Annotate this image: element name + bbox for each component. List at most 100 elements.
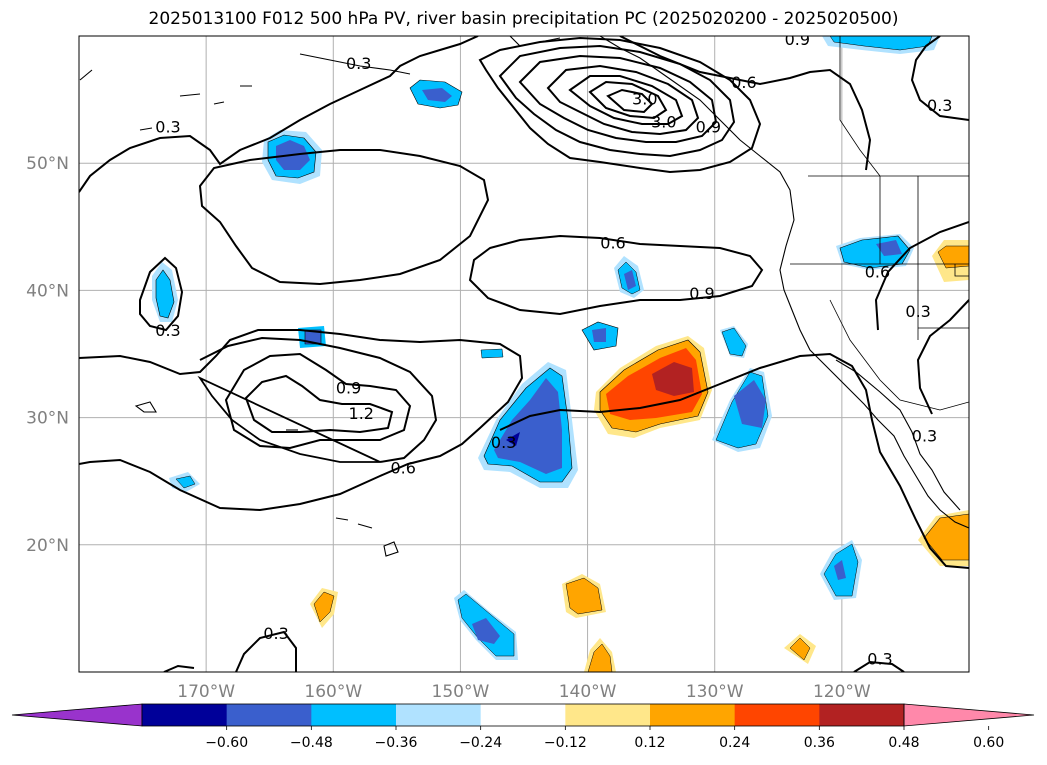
pv-contour-0.3 [853, 660, 905, 672]
lon-tick-label: 170°W [177, 682, 235, 702]
colorbar-segment [226, 704, 312, 726]
border-line [954, 264, 969, 277]
contour-label: 0.3 [912, 427, 937, 446]
lat-tick-label: 30°N [26, 409, 69, 429]
pv-contour-0.3 [79, 329, 524, 512]
colorbar-extend-high [903, 703, 1035, 727]
colorbar-segment [819, 704, 905, 726]
pv-contour-0.9 [478, 36, 762, 174]
precip-blob [313, 591, 335, 623]
precip-blob [472, 618, 500, 644]
pv-contour-0.3 [163, 664, 195, 672]
lat-tick-label: 40°N [26, 281, 69, 301]
lat-tick-label: 20°N [26, 536, 69, 556]
colorbar-tick-label: −0.48 [290, 735, 333, 751]
colorbar-segment [734, 704, 820, 726]
contour-label: 0.3 [905, 302, 930, 321]
pv-contour-1.5 [498, 44, 736, 158]
colorbar-segment [311, 704, 397, 726]
colorbar-extend-low [11, 703, 143, 727]
contour-label: 0.3 [155, 321, 180, 340]
pv-contour-1.2 [244, 374, 394, 434]
pv-contour-2.4 [568, 75, 684, 125]
precip-blob [565, 577, 603, 615]
pv-contour-2.7 [588, 80, 668, 120]
colorbar-segment [396, 704, 482, 726]
precip-anomaly-shading [152, 36, 969, 672]
pv-contour-0.3 [499, 352, 969, 569]
map-panel: 0.3 0.3 0.3 0.3 0.3 0.3 0.3 0.3 0.3 0.6 0.9 1.2 0.6 0… [78, 30, 970, 673]
contour-label: 0.6 [865, 263, 890, 282]
latitude-labels: 50°N 40°N 30°N 20°N [26, 154, 69, 556]
contour-label: 0.9 [689, 284, 714, 303]
precip-blob [789, 637, 811, 661]
pv-contour-0.6 [468, 234, 764, 316]
precip-blob [652, 362, 694, 396]
contour-label: 1.2 [349, 404, 374, 423]
colorbar-segment [650, 704, 736, 726]
contour-label: 0.9 [696, 118, 721, 137]
colorbar: −0.60 −0.48 −0.36 −0.24 −0.12 0.12 0.24 0.36 0.4… [11, 703, 1035, 751]
longitude-labels: 170°W 160°W 150°W 140°W 130°W 120°W [177, 682, 871, 702]
colorbar-segment [480, 704, 566, 726]
pv-contour-2.1 [546, 64, 700, 136]
precip-blob [937, 245, 969, 269]
coastline [79, 69, 93, 81]
precip-blob [480, 348, 504, 359]
lon-tick-label: 150°W [432, 682, 490, 702]
lon-tick-label: 130°W [686, 682, 744, 702]
colorbar-tick-label: −0.60 [205, 735, 248, 751]
pv-contour-0.3 [916, 299, 969, 415]
colorbar-tick-label: 0.24 [719, 735, 750, 751]
border-line [829, 299, 969, 411]
contour-label: 0.6 [390, 458, 415, 477]
coastline [383, 541, 399, 557]
precip-blob [624, 270, 636, 290]
precip-blob [506, 432, 520, 446]
coastline [139, 85, 252, 131]
pv-contour-0.9 [224, 352, 412, 450]
pv-contour-0.6 [619, 36, 872, 171]
coastline [335, 517, 373, 529]
colorbar-tick-label: 0.12 [634, 735, 665, 751]
precip-blob [494, 378, 562, 474]
pv-contour-0.6 [197, 375, 381, 463]
contour-label: 0.3 [867, 649, 892, 668]
lon-tick-label: 160°W [304, 682, 362, 702]
lon-tick-label: 120°W [813, 682, 871, 702]
precip-blob [422, 88, 452, 102]
contour-label: 0.3 [263, 624, 288, 643]
pv-contour-0.6 [199, 336, 438, 463]
contour-label: 0.3 [927, 96, 952, 115]
colorbar-tick-label: 0.48 [888, 735, 919, 751]
pv-contours [79, 36, 969, 672]
precip-blob [834, 560, 846, 580]
lon-tick-label: 140°W [559, 682, 617, 702]
coastlines [79, 36, 969, 557]
lat-tick-label: 50°N [26, 154, 69, 174]
coastline [835, 359, 961, 511]
colorbar-tick-label: 0.36 [804, 735, 835, 751]
precip-blob [587, 643, 613, 672]
colorbar-segment [565, 704, 651, 726]
contour-label: 0.9 [336, 378, 361, 397]
pv-contour-0.3 [139, 256, 184, 332]
precip-blob [734, 380, 766, 428]
pv-contour-0.3 [79, 36, 479, 193]
pv-contour-0.3 [910, 36, 969, 121]
coastline [134, 401, 157, 413]
colorbar-tick-label: −0.36 [375, 735, 418, 751]
contour-label: 0.3 [491, 433, 516, 452]
contour-label: 0.3 [346, 54, 371, 73]
contour-label: 3.0 [651, 112, 676, 131]
precip-blob [592, 328, 606, 342]
pv-contour-0.3 [198, 149, 490, 286]
colorbar-frame [141, 703, 905, 727]
graticule [79, 36, 969, 672]
colorbar-tick-label: −0.24 [459, 735, 502, 751]
contour-label: 0.6 [731, 73, 756, 92]
coastline [599, 36, 969, 529]
contour-label: 0.9 [785, 30, 810, 49]
contour-label-group: 0.3 0.3 0.3 0.3 0.3 0.3 0.3 0.3 0.3 0.6 0.9 1.2 0.6 0… [155, 30, 952, 668]
contour-label: 0.6 [600, 233, 625, 252]
